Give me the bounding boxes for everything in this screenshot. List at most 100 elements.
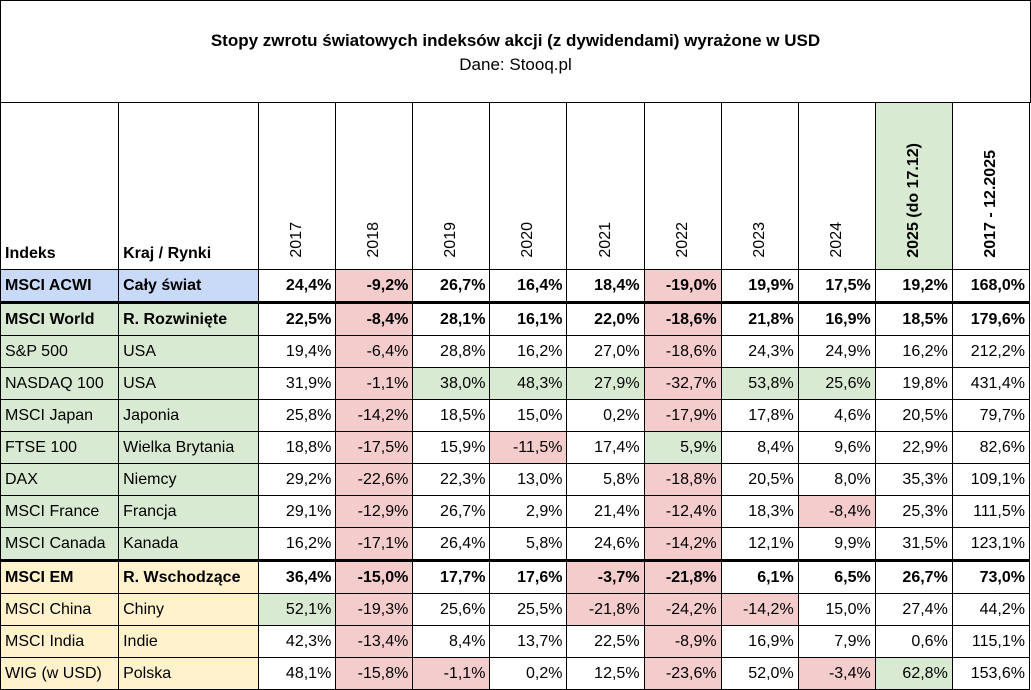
column-header: 2017 - 12.2025 [951, 102, 1031, 270]
table-row: MSCI World R. Rozwinięte 22,5% -8,4% 28,1% 16… [0, 301, 1031, 336]
return-cell: 8,4% [412, 625, 491, 658]
return-cell: 24,9% [797, 335, 876, 368]
return-cell: 25,3% [874, 495, 953, 528]
table-row: MSCI France Francja 29,1% -12,9% 26,7% 2,9% 21… [0, 495, 1031, 528]
return-cell: 29,1% [258, 495, 337, 528]
table-row: MSCI China Chiny 52,1% -19,3% 25,6% 25,5% -21,… [0, 593, 1031, 626]
return-cell: 13,7% [489, 625, 568, 658]
return-cell: 26,4% [412, 527, 491, 561]
column-header-text: 2024 [827, 222, 845, 258]
return-cell: 115,1% [951, 625, 1031, 658]
row-label: MSCI Canada [0, 527, 120, 561]
return-cell: 16,9% [720, 625, 799, 658]
column-header: 2018 [335, 102, 414, 270]
table-row: MSCI Canada Kanada 16,2% -17,1% 26,4% 5,8% 24,… [0, 527, 1031, 561]
return-cell: 109,1% [951, 463, 1031, 496]
return-cell: 27,9% [566, 367, 645, 400]
return-cell: -24,2% [643, 593, 722, 626]
return-cell: 7,9% [797, 625, 876, 658]
row-label: MSCI EM [0, 559, 120, 594]
return-cell: 44,2% [951, 593, 1031, 626]
return-cell: -14,2% [335, 399, 414, 432]
table-row: MSCI EM R. Wschodzące 36,4% -15,0% 17,7% 17,6… [0, 559, 1031, 594]
return-cell: 111,5% [951, 495, 1031, 528]
return-cell: 179,6% [951, 301, 1031, 336]
return-cell: 31,9% [258, 367, 337, 400]
column-header: 2017 [258, 102, 337, 270]
row-label: R. Wschodzące [118, 559, 260, 594]
row-label: R. Rozwinięte [118, 301, 260, 336]
table-row: MSCI ACWI Cały świat 24,4% -9,2% 26,7% 16,4% 1… [0, 269, 1031, 303]
row-label: FTSE 100 [0, 431, 120, 464]
column-header: 2020 [489, 102, 568, 270]
return-cell: -3,7% [566, 559, 645, 594]
row-label: Francja [118, 495, 260, 528]
column-header-text: 2017 - 12.2025 [981, 150, 999, 258]
header-row: Indeks Kraj / Rynki 2017 2018 2019 2020 2021 20… [0, 102, 1031, 270]
return-cell: -18,6% [643, 335, 722, 368]
row-label: MSCI India [0, 625, 120, 658]
row-label: MSCI China [0, 593, 120, 626]
return-cell: 82,6% [951, 431, 1031, 464]
return-cell: 53,8% [720, 367, 799, 400]
return-cell: 26,7% [874, 559, 953, 594]
return-cell: 5,8% [489, 527, 568, 561]
return-cell: 25,8% [258, 399, 337, 432]
row-label: DAX [0, 463, 120, 496]
return-cell: -17,9% [643, 399, 722, 432]
return-cell: 9,6% [797, 431, 876, 464]
return-cell: 73,0% [951, 559, 1031, 594]
return-cell: 0,6% [874, 625, 953, 658]
return-cell: -15,0% [335, 559, 414, 594]
return-cell: -19,0% [643, 269, 722, 303]
column-header-text: 2019 [442, 222, 460, 258]
return-cell: 24,4% [258, 269, 337, 303]
return-cell: 5,9% [643, 431, 722, 464]
return-cell: 16,4% [489, 269, 568, 303]
return-cell: 5,8% [566, 463, 645, 496]
return-cell: -19,3% [335, 593, 414, 626]
return-cell: -14,2% [720, 593, 799, 626]
return-cell: 16,2% [874, 335, 953, 368]
row-label: Japonia [118, 399, 260, 432]
return-cell: 52,1% [258, 593, 337, 626]
return-cell: 18,4% [566, 269, 645, 303]
return-cell: 9,9% [797, 527, 876, 561]
column-header-text: 2020 [519, 222, 537, 258]
return-cell: -32,7% [643, 367, 722, 400]
return-cell: 26,7% [412, 495, 491, 528]
return-cell: 36,4% [258, 559, 337, 594]
return-cell: -17,5% [335, 431, 414, 464]
return-cell: 21,8% [720, 301, 799, 336]
row-label: Niemcy [118, 463, 260, 496]
row-label: MSCI ACWI [0, 269, 120, 303]
return-cell: 18,5% [412, 399, 491, 432]
return-cell: -18,8% [643, 463, 722, 496]
return-cell: 8,0% [797, 463, 876, 496]
return-cell: 27,4% [874, 593, 953, 626]
row-label: Polska [118, 657, 260, 690]
return-cell: 25,6% [797, 367, 876, 400]
table-row: MSCI India Indie 42,3% -13,4% 8,4% 13,7% 22,5%… [0, 625, 1031, 658]
return-cell: -12,9% [335, 495, 414, 528]
return-cell: 15,0% [797, 593, 876, 626]
return-cell: 16,9% [797, 301, 876, 336]
return-cell: -17,1% [335, 527, 414, 561]
return-cell: 18,8% [258, 431, 337, 464]
return-cell: 19,8% [874, 367, 953, 400]
return-cell: 28,8% [412, 335, 491, 368]
return-cell: -12,4% [643, 495, 722, 528]
return-cell: 28,1% [412, 301, 491, 336]
column-header-text: 2022 [673, 222, 691, 258]
column-header-text: 2025 (do 17.12) [904, 143, 922, 258]
return-cell: 15,9% [412, 431, 491, 464]
return-cell: 13,0% [489, 463, 568, 496]
return-cell: -8,9% [643, 625, 722, 658]
return-cell: 16,2% [489, 335, 568, 368]
column-header-text: 2023 [750, 222, 768, 258]
row-label: USA [118, 335, 260, 368]
column-header-text: 2018 [365, 222, 383, 258]
table-row: NASDAQ 100 USA 31,9% -1,1% 38,0% 48,3% 27,9% -3… [0, 367, 1031, 400]
return-cell: -8,4% [797, 495, 876, 528]
